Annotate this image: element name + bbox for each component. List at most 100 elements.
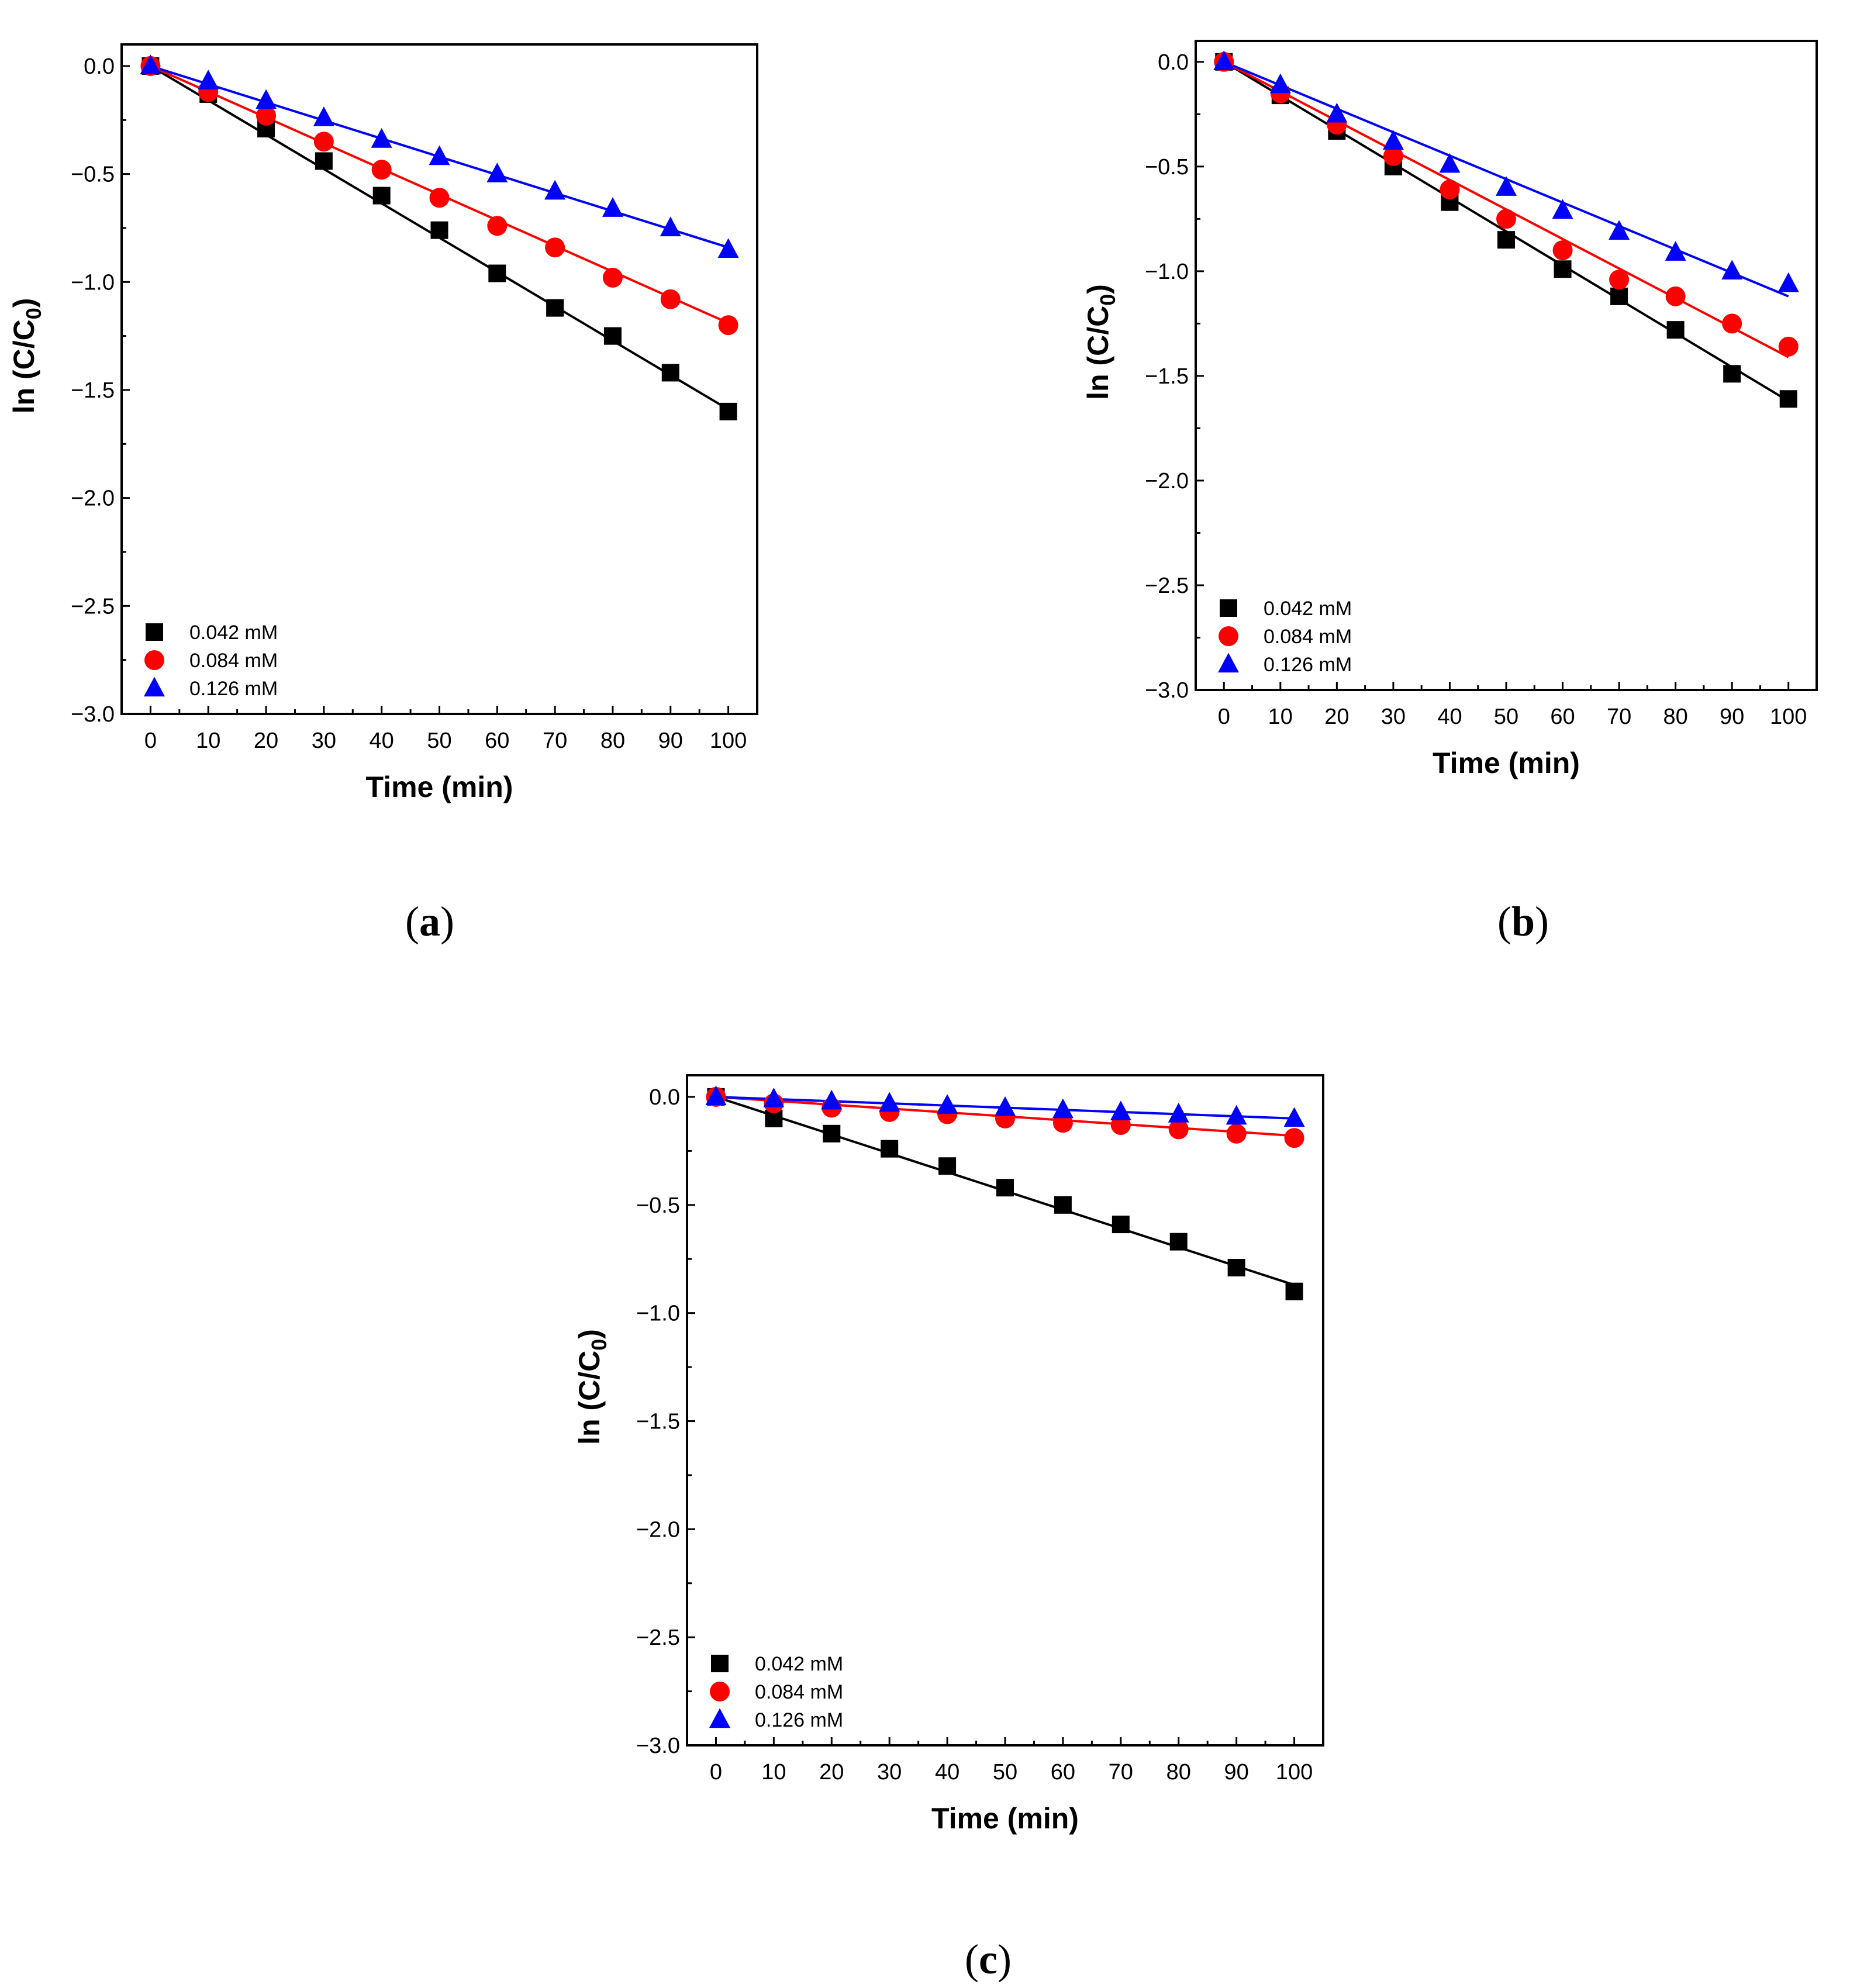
data-point-square (823, 1124, 841, 1143)
legend-marker-square (1220, 599, 1237, 617)
chart-panel-b: 0.0 −0.5 −1.0 −1.5 −2.0 −2.5 −3.0 0 10 20 30 40 50 60… (1082, 40, 1818, 945)
x-tick-label: 100 (1770, 705, 1807, 729)
data-point-square (719, 402, 737, 420)
data-point-triangle (1110, 1100, 1131, 1121)
data-point-triangle (256, 89, 277, 109)
legend-marker-triangle (1218, 653, 1239, 673)
data-point-square (996, 1179, 1014, 1197)
data-point-triangle (544, 180, 566, 200)
data-point-triangle (371, 127, 392, 148)
x-tick-label: 0 (1218, 705, 1230, 729)
data-point-circle (1168, 1119, 1189, 1140)
x-tick-label: 80 (1166, 1760, 1191, 1785)
y-tick-label: −2.5 (636, 1625, 680, 1650)
data-point-circle (1383, 146, 1403, 166)
data-point-circle (1284, 1128, 1304, 1148)
data-point-square (372, 187, 391, 205)
data-point-square (1610, 287, 1628, 305)
data-point-triangle (1269, 73, 1291, 94)
caption-letter: b (1511, 898, 1535, 945)
caption-open-paren: ( (965, 1936, 979, 1983)
y-tick-label: −2.0 (636, 1517, 680, 1542)
data-point-square (315, 152, 333, 170)
y-tick-label: −0.5 (71, 163, 115, 187)
data-point-square (1779, 390, 1797, 408)
data-point-triangle (313, 106, 334, 126)
legend-label: 0.126 mM (189, 678, 278, 700)
x-tick-label: 30 (312, 729, 336, 753)
data-point-square (881, 1140, 899, 1158)
x-tick-label: 10 (196, 729, 220, 753)
legend-marker-triangle (144, 677, 165, 697)
data-point-triangle (140, 54, 161, 75)
legend-marker-circle (710, 1682, 730, 1701)
data-point-square (1227, 1259, 1245, 1277)
y-tick-label: −1.0 (636, 1302, 680, 1326)
data-point-triangle (1283, 1107, 1305, 1127)
caption-close-paren: ) (1535, 898, 1549, 945)
data-point-triangle (1052, 1098, 1074, 1119)
x-tick-label: 60 (485, 729, 509, 753)
data-point-square (1112, 1216, 1130, 1234)
data-point-square (488, 264, 506, 282)
x-tick-label: 0 (710, 1760, 722, 1785)
data-point-circle (545, 237, 565, 258)
data-point-triangle (660, 216, 681, 237)
data-point-triangle (1721, 260, 1743, 280)
legend-marker-square (711, 1655, 729, 1672)
x-tick-label: 20 (819, 1760, 844, 1785)
y-tick-label: −0.5 (636, 1193, 680, 1218)
y-axis-title-main: ln (C/C (8, 319, 40, 413)
data-point-circle (1226, 1123, 1247, 1144)
data-point-square (603, 327, 622, 345)
legend-label: 0.042 mM (1264, 598, 1352, 620)
x-tick-label: 20 (1324, 705, 1349, 729)
y-axis-title-main: ln (C/C (573, 1351, 606, 1445)
y-axis-title-subscript: 0 (1096, 294, 1120, 306)
y-tick-label: −3.0 (636, 1734, 680, 1758)
y-tick-label: −2.5 (1145, 574, 1189, 598)
data-point-triangle (1439, 153, 1461, 173)
y-axis-title-subscript: 0 (587, 1339, 611, 1351)
x-tick-label: 70 (543, 729, 567, 753)
data-point-circle (371, 160, 392, 180)
caption-letter: a (419, 898, 440, 945)
data-point-square (1169, 1233, 1188, 1251)
legend-label: 0.042 mM (189, 622, 278, 644)
chart-panel-c: 0.0 −0.5 −1.0 −1.5 −2.0 −2.5 −3.0 0 10 20 30 40 50 60… (573, 1074, 1324, 1983)
y-axis-title: ln (C/C0) (1082, 284, 1120, 400)
legend-label: 0.084 mM (1264, 626, 1352, 648)
legend-label: 0.126 mM (1264, 654, 1352, 676)
data-point-triangle (1226, 1105, 1247, 1125)
y-tick-label: −1.0 (71, 270, 115, 295)
legend-marker-circle (1219, 626, 1238, 646)
data-point-triangle (717, 238, 739, 258)
data-point-circle (1496, 209, 1516, 229)
x-tick-label: 30 (1381, 705, 1406, 729)
legend-marker-triangle (709, 1708, 730, 1728)
y-tick-label: −3.0 (71, 702, 115, 727)
data-point-triangle (1609, 220, 1630, 240)
y-axis-title-close: ) (1082, 284, 1114, 294)
data-point-square (1497, 231, 1515, 249)
data-point-triangle (486, 163, 508, 182)
x-axis-title: Time (min) (1433, 747, 1580, 779)
x-tick-label: 50 (427, 729, 451, 753)
data-point-circle (1665, 286, 1686, 306)
data-point-triangle (1168, 1103, 1189, 1123)
data-point-square (1666, 321, 1685, 339)
x-tick-label: 80 (1663, 705, 1687, 729)
y-tick-label: 0.0 (649, 1085, 680, 1110)
x-tick-label: 50 (1494, 705, 1518, 729)
x-tick-label: 40 (370, 729, 394, 753)
legend-label: 0.126 mM (755, 1709, 843, 1731)
data-point-triangle (1777, 272, 1799, 292)
x-tick-label: 90 (1224, 1760, 1248, 1785)
x-axis-title: Time (min) (366, 771, 513, 803)
caption-letter: c (979, 1936, 998, 1983)
data-point-square (430, 221, 448, 239)
data-point-triangle (937, 1094, 958, 1114)
panel-caption: (c) (965, 1936, 1012, 1983)
